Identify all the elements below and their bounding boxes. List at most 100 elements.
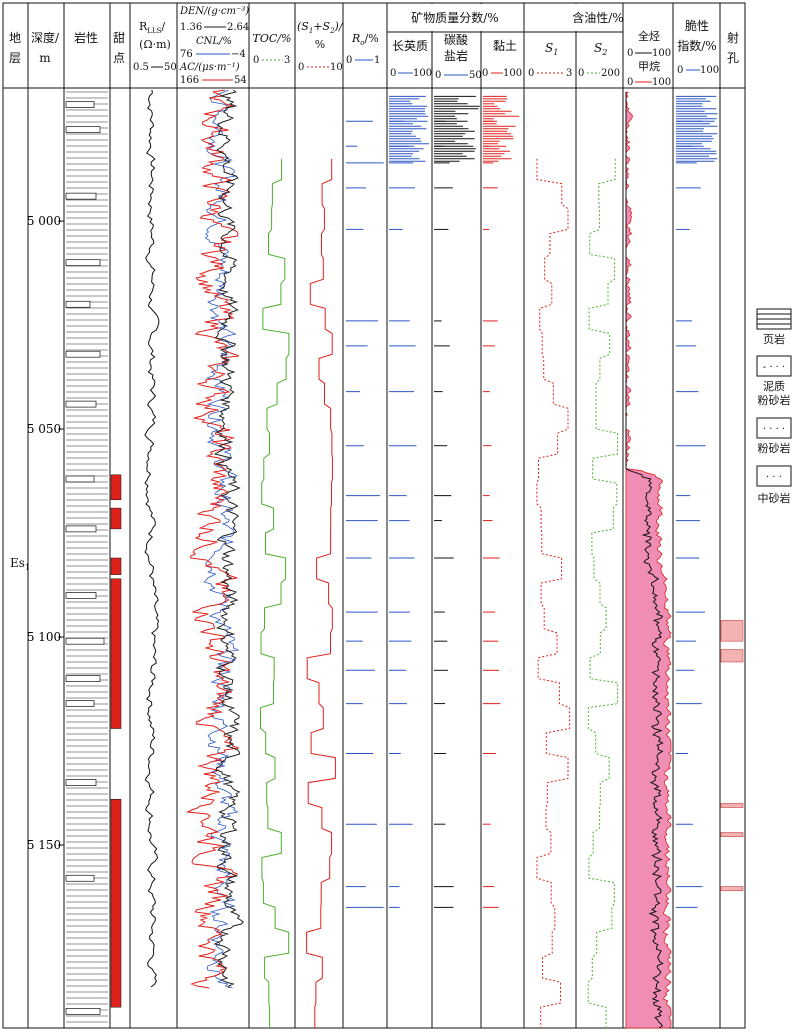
toc-label: TOC/%: [253, 32, 292, 45]
siltstone-bed: [65, 259, 101, 267]
rlls-unit: (Ω·m): [139, 38, 171, 51]
hc-total-label: 全烃: [638, 29, 660, 43]
perf-header-2: 孔: [727, 51, 739, 65]
siltstone-bed: [65, 192, 97, 200]
perforation-interval: [720, 832, 744, 837]
stratum-sub: 1: [25, 563, 30, 572]
hc-methane-max: 100: [652, 77, 671, 88]
s2-label: S2: [594, 41, 607, 57]
toc-max: 3: [284, 55, 290, 66]
brittle-min: 0: [677, 65, 683, 76]
s1s2-a: (S: [297, 20, 309, 33]
mineral-group-header: 矿物质量分数/%: [411, 10, 498, 25]
stratum-label: Es1: [10, 556, 30, 572]
strat-header-2: 层: [9, 51, 21, 65]
s1s2-curve: [306, 158, 336, 1028]
perforation-interval: [720, 803, 744, 808]
hc-methane-min: 0: [627, 77, 633, 88]
brittle-header-1: 脆性: [685, 18, 709, 33]
depth-tick-label: 5 050: [27, 422, 61, 436]
ro-unit: /%: [365, 32, 379, 45]
s2-sub: 2: [601, 48, 607, 57]
ro-max: 1: [374, 55, 380, 66]
s1-label: S1: [545, 41, 558, 57]
rlls-curve: [144, 89, 160, 988]
siltstone-bed: [65, 779, 97, 786]
rlls-sub: LLS: [147, 27, 161, 35]
legend-medium-sandstone-label: 中砂岩: [758, 491, 791, 505]
clay-max: 100: [503, 68, 522, 79]
den-label: DEN/(g·cm⁻³): [179, 6, 249, 17]
siltstone-bed: [65, 700, 95, 707]
den-curve: [213, 89, 244, 988]
s1-curve: [536, 158, 571, 1028]
clay-min: 0: [482, 68, 488, 79]
s2-curve: [587, 158, 619, 1028]
toc-min: 0: [253, 55, 259, 66]
rlls-r: R: [139, 20, 148, 33]
depth-header-2: m: [39, 51, 51, 65]
siltstone-bed: [65, 101, 95, 108]
litho-header: 岩性: [74, 30, 98, 45]
siltstone-bed: [65, 874, 95, 882]
strat-header-1: 地: [9, 31, 21, 45]
siltstone-bed: [65, 1008, 101, 1015]
depth-tick-label: 5 100: [27, 630, 61, 644]
perf-header-1: 射: [727, 30, 739, 45]
legend-shale-label: 页岩: [763, 332, 785, 346]
legend-shale: 页岩: [756, 308, 792, 346]
ro-sub: o: [360, 39, 364, 47]
track-body: 5 000 5 050 5 100 5 150: [27, 89, 744, 1029]
s1-min: 0: [528, 68, 534, 79]
rlls-header-1: RLLS/: [139, 20, 165, 35]
den-max: 2.64: [227, 22, 249, 33]
ro-r: R: [351, 32, 360, 45]
ro-label: Ro/%: [351, 32, 379, 47]
ro-min: 0: [346, 55, 352, 66]
carbonate-max: 50: [469, 70, 482, 81]
siltstone-bed: [65, 475, 95, 483]
cnl-min: 76: [180, 49, 193, 60]
legend-siltstone: · · · · 粉砂岩: [756, 417, 792, 455]
legend-siltstone-swatch: [756, 417, 792, 439]
cnl-curve: [203, 89, 240, 989]
legend-muddy-siltstone: - · · · 泥质 粉砂岩: [756, 355, 792, 407]
lithology-legend: 页岩 - · · · 泥质 粉砂岩 · · · · 粉砂岩 · · · 中砂岩: [756, 308, 792, 505]
perforation-interval: [720, 620, 744, 642]
methane-fill: [625, 91, 672, 1029]
siltstone-bed: [65, 350, 101, 358]
outer-border: [2, 2, 746, 1029]
legend-siltstone-label: 粉砂岩: [758, 441, 791, 455]
svg-text:· · · ·: · · · ·: [763, 424, 785, 435]
carbonate-header-2: 盐岩: [444, 48, 468, 63]
s1-sub: 1: [553, 48, 558, 57]
oil-group-header: 含油性/%: [572, 10, 623, 25]
sweet-spot: [110, 557, 122, 575]
svg-text:· · ·: · · ·: [766, 472, 782, 483]
siltstone-bed: [65, 675, 101, 682]
s2-s: S: [594, 41, 602, 55]
hc-methane-label: 甲烷: [638, 59, 660, 73]
carbonate-header-1: 碳酸: [444, 32, 468, 47]
s2-max: 200: [601, 68, 620, 79]
feldspar-max: 100: [413, 68, 432, 79]
legend-muddy-siltstone-swatch: [756, 355, 792, 377]
legend-medium-sandstone: · · · 中砂岩: [756, 465, 792, 505]
s1s2-max: 10: [330, 62, 343, 73]
track-headers: 地 层 深度/ m 岩性 甜 点 RLLS/ (Ω·m) 0.5 50 DEN/…: [9, 6, 739, 88]
siltstone-bed: [65, 126, 101, 133]
rlls-slash: /: [161, 20, 165, 33]
clay-header: 黏土: [493, 39, 517, 53]
s1-s: S: [545, 41, 553, 55]
ac-max: 54: [234, 75, 247, 86]
s1s2-sub2: 2: [329, 27, 335, 35]
sweet-spot: [110, 798, 122, 1008]
perforation-interval: [720, 886, 744, 892]
legend-muddy-siltstone-label-2: 粉砂岩: [758, 393, 791, 407]
siltstone-bed: [65, 525, 97, 533]
brittle-max: 100: [700, 65, 719, 76]
s1s2-label: (S1+S2)/: [297, 20, 344, 35]
s1s2-b: +S: [313, 20, 330, 33]
